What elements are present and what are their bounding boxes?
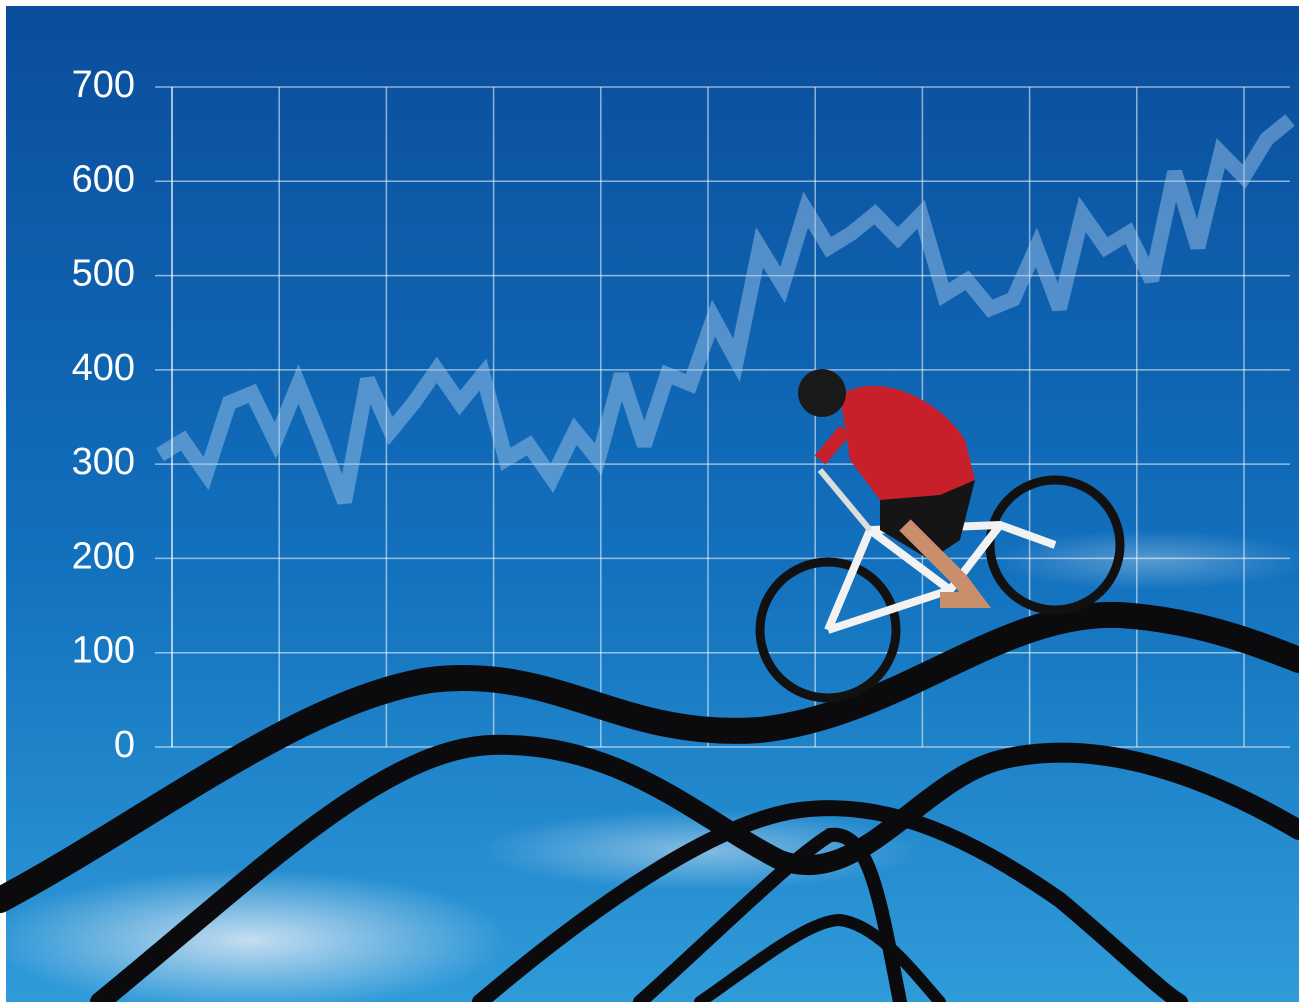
- y-tick-label: 100: [72, 630, 135, 672]
- y-tick-label: 0: [114, 724, 135, 766]
- chart: 0 100 200 300 400 500 600 700: [0, 0, 1299, 1002]
- y-tick-label: 500: [72, 253, 135, 295]
- y-tick-label: 300: [72, 441, 135, 483]
- y-tick-label: 200: [72, 535, 135, 577]
- y-tick-label: 400: [72, 347, 135, 389]
- helmet: [798, 369, 846, 417]
- y-tick-label: 700: [72, 64, 135, 106]
- y-tick-label: 600: [72, 158, 135, 200]
